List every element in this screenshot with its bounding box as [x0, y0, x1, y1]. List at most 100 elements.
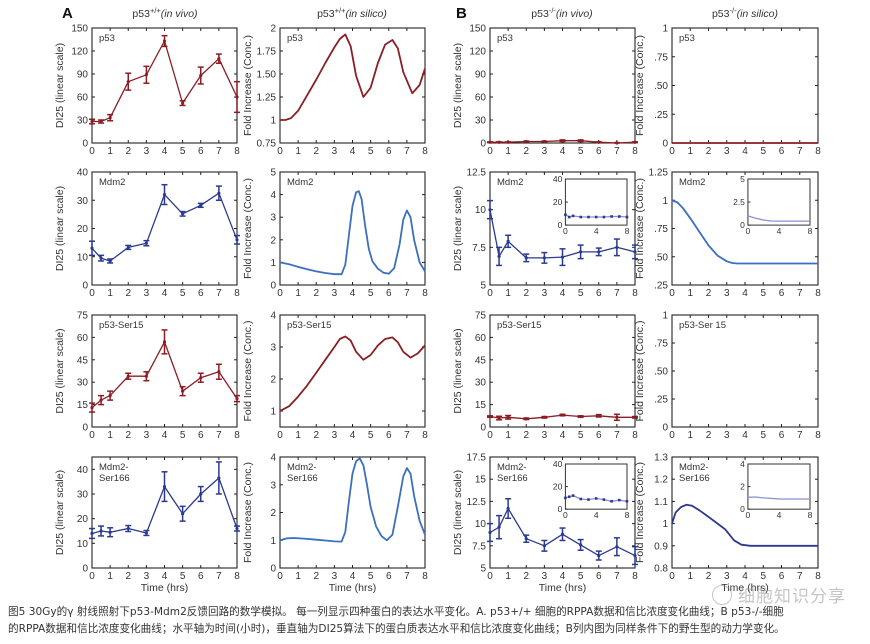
x-axis-label: Time (hrs): [539, 582, 586, 594]
data-point: [633, 415, 637, 419]
chart-panel-A-p53-silico: 0 1 2 3 4 5 6 7 8 0.75 1 1.25 1.50 1.75 2 Fold Increase…: [242, 24, 428, 158]
y-tick-label: 4: [270, 453, 276, 464]
column-title-condition: (in vivo): [161, 8, 198, 20]
panel-letter-b: B: [456, 5, 467, 22]
x-tick-label: 0: [277, 146, 283, 157]
x-tick-label: 8: [815, 571, 821, 582]
x-tick-label: 3: [332, 571, 338, 582]
x-tick-label: 0: [487, 571, 493, 582]
x-tick-label: 2: [523, 146, 529, 157]
protein-label: Ser166: [99, 473, 130, 484]
chart-panel-B-mdm2ser166-silico: 0 1 2 3 4 5 6 7 8 0.8 0.9 1 1.1 1.2 1.3 Fold Increase (…: [634, 453, 821, 595]
data-point: [488, 530, 492, 535]
inset-data-point: [602, 215, 606, 219]
y-tick-label: .75: [654, 339, 668, 350]
y-tick-label: .25: [654, 281, 668, 292]
x-tick-label: 3: [144, 571, 150, 582]
x-tick-label: 1: [107, 571, 113, 582]
x-tick-label: 6: [596, 430, 602, 441]
y-tick-label: 150: [71, 24, 88, 35]
y-tick-label: 0: [662, 139, 668, 150]
x-tick-label: 8: [632, 146, 638, 157]
y-axis-label: DI25 (linear scale): [452, 328, 464, 413]
data-point: [506, 506, 510, 511]
x-tick-label: 8: [815, 430, 821, 441]
y-tick-label: 120: [469, 47, 486, 58]
data-point: [633, 250, 637, 254]
column-titles: p53+/+(in vivo) p53+/+(in silico) p53-/-(i…: [132, 6, 778, 20]
x-tick-label: 1: [295, 288, 301, 299]
data-point: [99, 119, 103, 124]
y-tick-label: 30: [77, 378, 89, 389]
x-tick-label: 6: [596, 146, 602, 157]
x-tick-label: 7: [614, 288, 620, 299]
x-tick-label: 3: [332, 430, 338, 441]
y-axis-label: DI25 (linear scale): [54, 328, 66, 413]
x-tick-label: 3: [724, 571, 730, 582]
y-tick-label: 30: [77, 490, 89, 501]
x-tick-label: 3: [724, 430, 730, 441]
y-tick-label: .50: [654, 81, 668, 92]
y-tick-label: 0: [82, 423, 88, 434]
protein-label: Mdm2: [679, 177, 705, 188]
plot-frame: [279, 314, 426, 428]
data-point: [181, 512, 185, 516]
x-tick-label: 6: [198, 430, 204, 441]
y-tick-label: 0.9: [654, 541, 668, 552]
y-axis-label: Fold Increase (Conc.): [634, 462, 646, 563]
x-tick-label: 1: [295, 571, 301, 582]
inset-x-tick-label: 4: [777, 510, 782, 520]
x-tick-label: 1: [107, 430, 113, 441]
protein-label: Mdm2-: [679, 462, 709, 473]
x-tick-label: 0: [487, 430, 493, 441]
y-tick-label: 120: [71, 47, 88, 58]
inset-data-point: [564, 213, 567, 217]
y-tick-label: 5: [480, 564, 486, 575]
x-tick-label: 7: [216, 146, 222, 157]
column-title-condition: (in silico): [345, 8, 386, 20]
data-point: [497, 140, 501, 144]
x-tick-label: 8: [234, 146, 240, 157]
y-tick-label: 1: [662, 519, 668, 530]
inset-data-point: [567, 215, 571, 219]
data-point: [108, 530, 112, 534]
x-tick-label: 5: [368, 146, 374, 157]
x-tick-label: 3: [542, 288, 548, 299]
data-point: [126, 526, 130, 531]
x-tick-label: 1: [295, 146, 301, 157]
figure-canvas: A B p53+/+(in vivo) p53+/+(in silico) p53-…: [54, 5, 821, 595]
x-tick-label: 0: [669, 146, 675, 157]
data-point: [199, 376, 203, 380]
x-tick-label: 6: [779, 288, 785, 299]
x-tick-label: 7: [797, 571, 803, 582]
watermark-logo-icon: [712, 585, 732, 605]
data-series-line: [489, 414, 635, 420]
x-tick-label: 6: [386, 571, 392, 582]
x-tick-label: 1: [107, 146, 113, 157]
x-tick-label: 8: [815, 288, 821, 299]
x-tick-label: 3: [542, 146, 548, 157]
chart-panel-A-mdm2-silico: 0 1 2 3 4 5 6 7 8 0 1 2 3 4 5 Fold Increase (Conc.) Mdm2: [242, 168, 428, 300]
y-tick-label: 0: [270, 564, 276, 575]
x-tick-label: 1: [687, 571, 693, 582]
y-tick-label: 0: [270, 281, 276, 292]
data-point: [162, 485, 167, 489]
data-point: [99, 529, 103, 533]
data-point: [597, 250, 601, 254]
x-tick-label: 5: [578, 146, 584, 157]
data-point: [90, 119, 94, 124]
column-title: p53-/-(in vivo): [531, 6, 592, 20]
data-series-line: [92, 40, 238, 123]
data-point: [524, 537, 528, 541]
x-tick-label: 0: [89, 146, 95, 157]
x-tick-label: 4: [350, 571, 356, 582]
protein-label: p53: [497, 33, 513, 44]
y-tick-label: .50: [654, 367, 668, 378]
inset-x-tick-label: 0: [563, 510, 568, 520]
data-point: [235, 526, 239, 531]
y-tick-label: 1: [662, 24, 668, 35]
y-axis-label: DI25 (linear scale): [54, 470, 66, 555]
x-tick-label: 6: [198, 146, 204, 157]
y-axis-label: DI25 (linear scale): [452, 470, 464, 555]
